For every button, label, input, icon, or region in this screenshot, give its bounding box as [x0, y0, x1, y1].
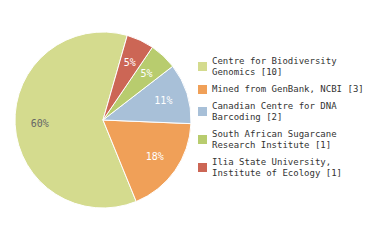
svg-text:60%: 60%	[31, 118, 49, 129]
html-text:South African Sugarcane Resear: South African Sugarcane Research Institu…	[212, 128, 337, 150]
html-text:Canadian Centre for DNA Barcod: Canadian Centre for DNA Barcoding [2]	[212, 100, 337, 122]
html-text:Centre for Biodiversity Genomi: Centre for Biodiversity Genomics [10]	[212, 55, 337, 77]
svg-text:11%: 11%	[154, 95, 172, 106]
html-text:Ilia State University, Institu: Ilia State University, Institute of Ecol…	[212, 156, 342, 178]
svg-text:5%: 5%	[140, 68, 152, 79]
svg-text:5%: 5%	[124, 57, 136, 68]
svg-text:18%: 18%	[146, 151, 164, 162]
html-text:Mined from GenBank, NCBI [3]: Mined from GenBank, NCBI [3]	[212, 83, 364, 94]
